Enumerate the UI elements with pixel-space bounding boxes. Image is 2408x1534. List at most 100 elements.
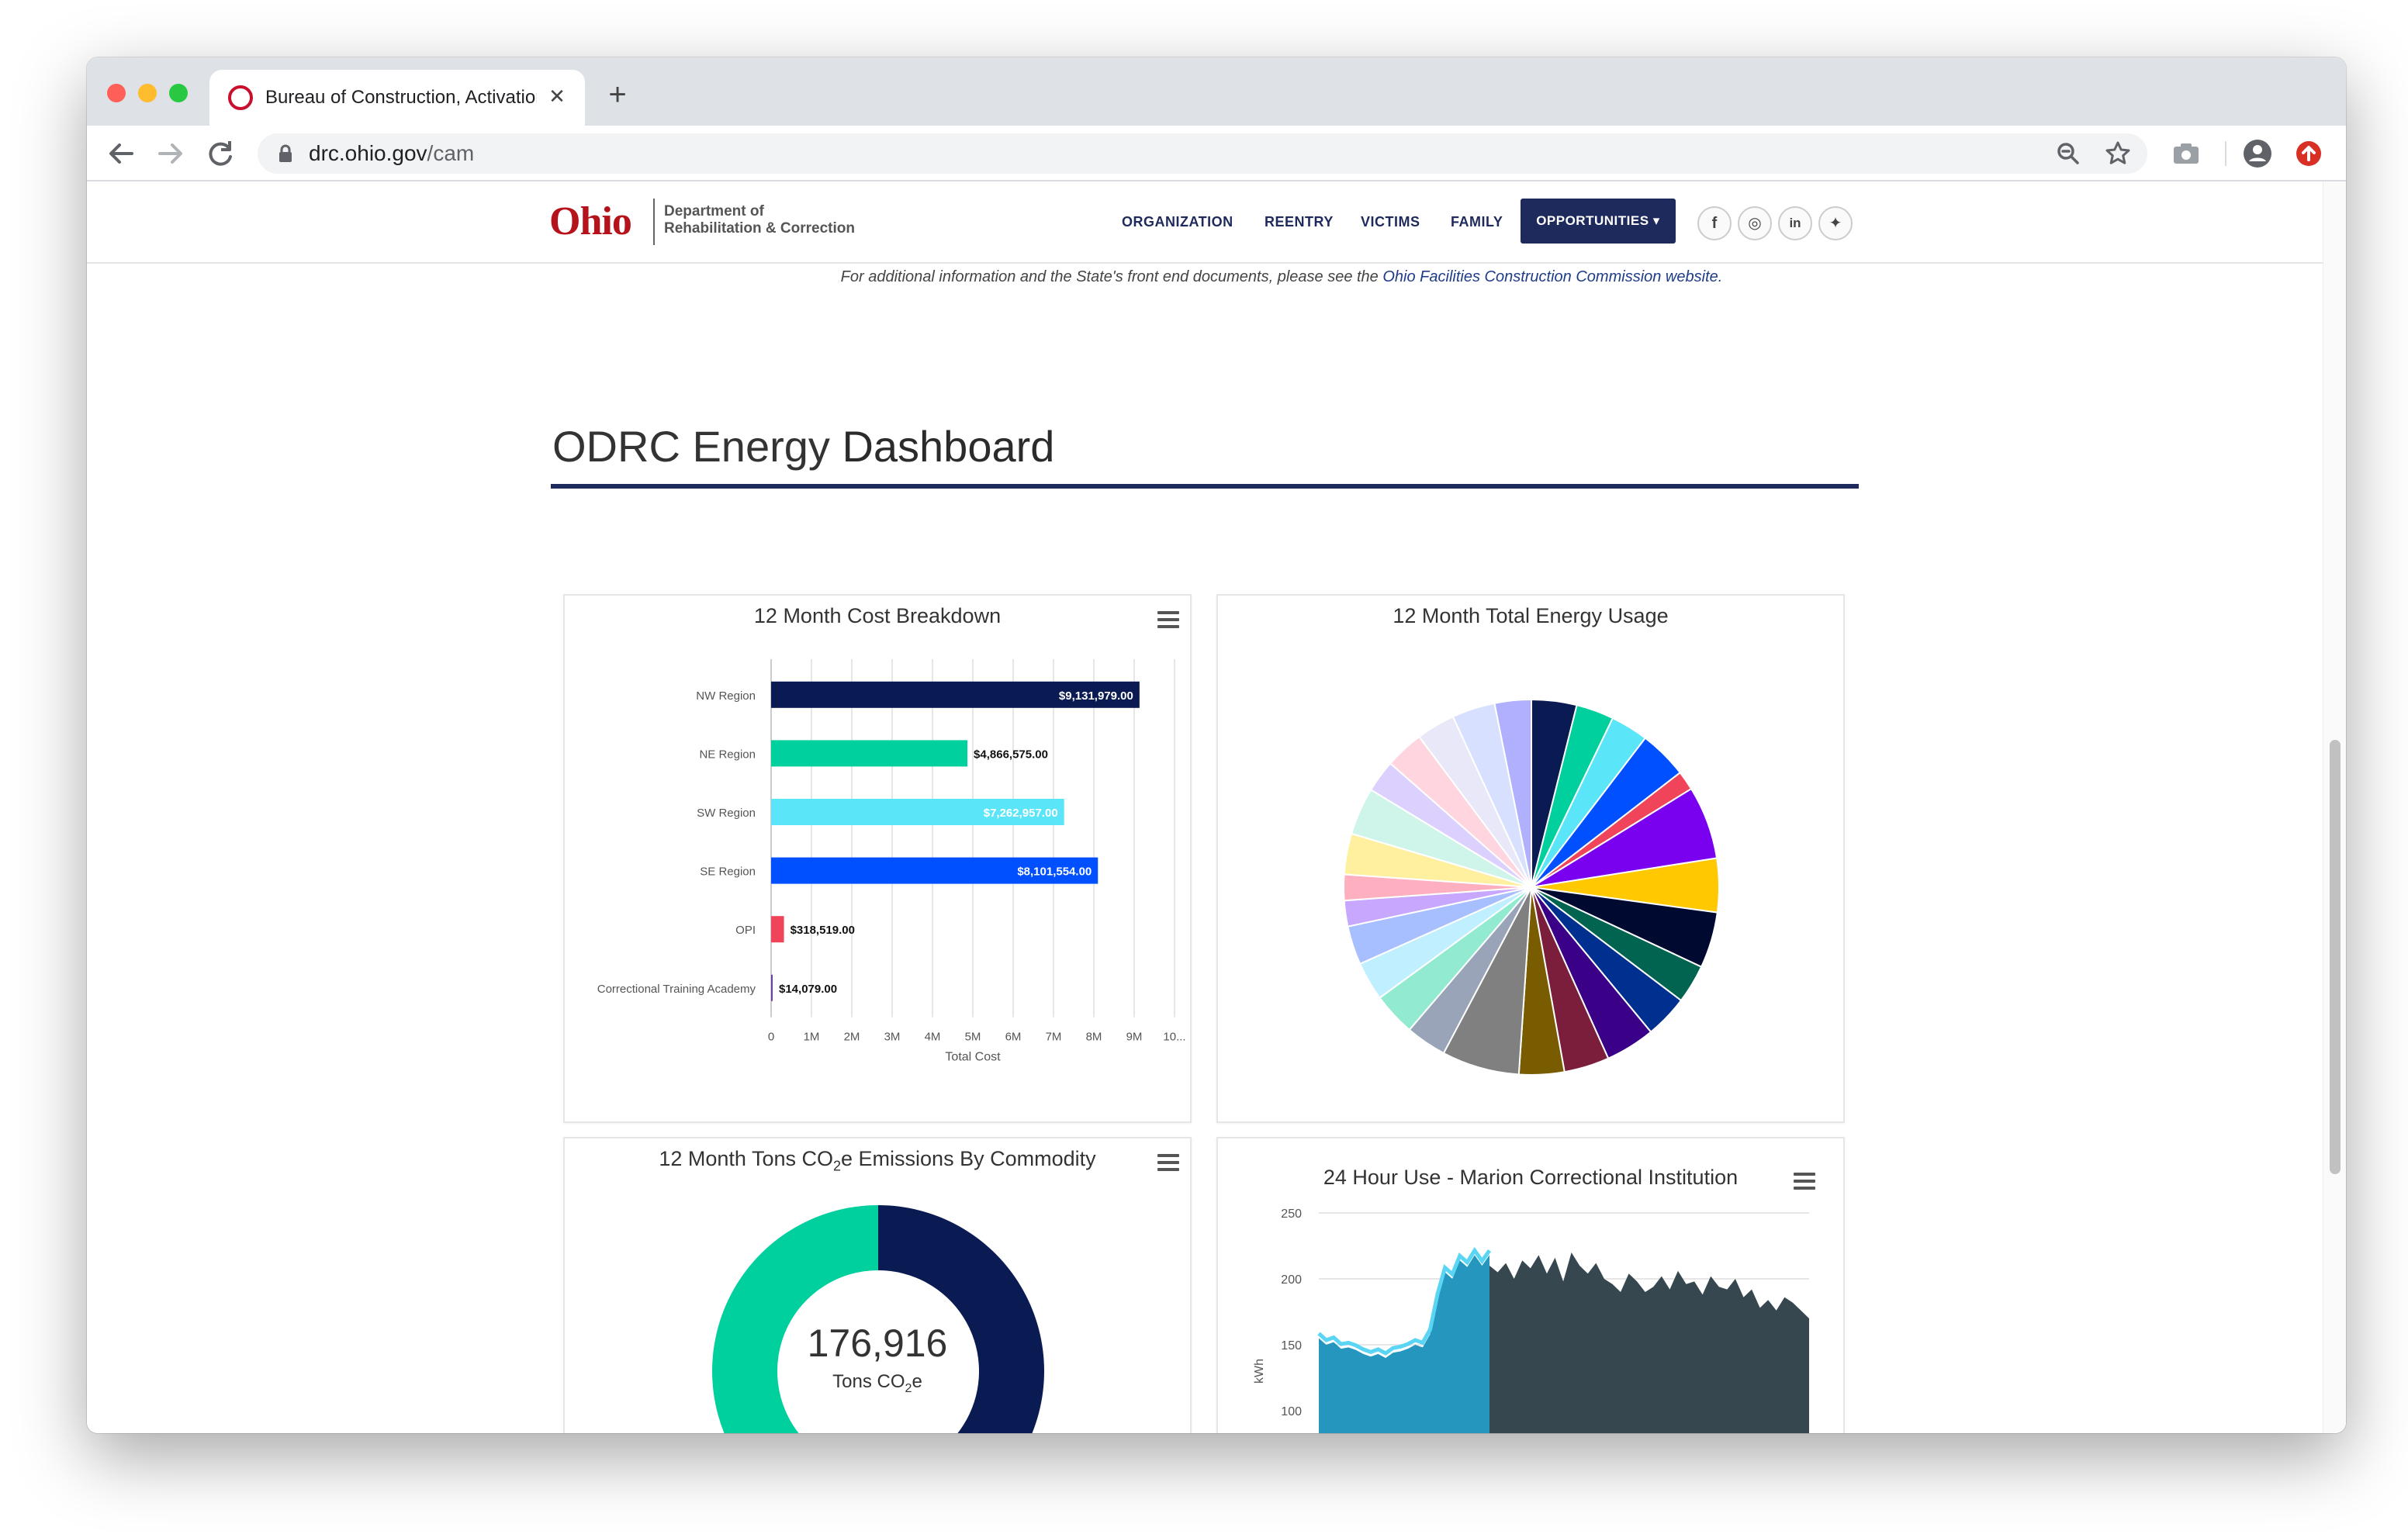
y-tick-label: 100 [1281,1405,1302,1418]
address-bar[interactable]: drc.ohio.gov/cam [258,133,2147,174]
x-tick-label: 5M [965,1031,981,1044]
tab-title: Bureau of Construction, Activation and M… [265,87,537,108]
x-tick-label: 7M [1046,1031,1062,1044]
emissions-total-label: Tons CO2e [832,1371,922,1395]
reload-icon[interactable] [202,135,239,172]
dashboard-title-light: ODRC Energy [552,422,830,471]
nav-opportunities-button[interactable]: OPPORTUNITIES ▾ [1521,199,1676,244]
cost-breakdown-card: 12 Month Cost Breakdown 0 1M 2M 3M 4M 5M 6M 7M 8… [563,594,1192,1123]
emissions-total-value: 176,916 [807,1322,948,1365]
toolbar-separator [2225,141,2226,166]
energy-usage-title: 12 Month Total Energy Usage [1393,604,1669,627]
facebook-icon[interactable]: f [1697,206,1732,240]
back-arrow-icon[interactable] [102,135,140,172]
y-tick-label: 250 [1281,1208,1302,1221]
tab-close-icon[interactable]: ✕ [548,85,566,108]
category-label: NW Region [696,689,756,703]
bookmark-star-icon[interactable] [2104,140,2132,168]
area-series-1-line [1317,1246,1492,1356]
instagram-icon[interactable]: ◎ [1738,206,1772,240]
energy-usage-pie-chart [1343,698,1720,1076]
area-series-2 [1489,1252,1809,1433]
bar [771,974,773,1001]
bar-data-label: $8,101,554.00 [1017,865,1092,879]
bar [771,799,1064,825]
cost-chart-menu-icon[interactable] [1157,611,1179,628]
hourly-use-card: 24 Hour Use - Marion Correctional Instit… [1216,1137,1845,1433]
x-tick-label: 10... [1163,1031,1185,1044]
x-tick-label: 0 [768,1031,774,1044]
camera-icon[interactable] [2169,136,2203,171]
x-tick-label: 8M [1086,1031,1102,1044]
browser-window: Bureau of Construction, Activation and M… [87,57,2346,1433]
bar [771,740,968,767]
lock-icon [279,144,292,162]
donut-segment [712,1205,878,1433]
x-tick-label: 1M [804,1031,820,1044]
x-tick-label: 3M [884,1031,901,1044]
bar-data-label: $318,519.00 [791,924,855,937]
tab-strip: Bureau of Construction, Activation and M… [87,57,2346,126]
cost-breakdown-title: 12 Month Cost Breakdown [753,604,1002,627]
maximize-window-button[interactable] [169,84,188,102]
new-tab-button[interactable]: + [608,78,627,112]
nav-organization[interactable]: ORGANIZATION [1122,214,1233,230]
browser-tab-active[interactable]: Bureau of Construction, Activation and M… [209,70,585,126]
emissions-donut-chart [712,1205,1044,1433]
logo-dept-line1: Department of [664,203,764,219]
info-text: For additional information and the State… [840,268,1379,285]
browser-toolbar: drc.ohio.gov/cam [87,126,2346,181]
bar-data-label: $9,131,979.00 [1059,689,1133,703]
dashboard-title: ODRC Energy Dashboard [552,422,1054,472]
bar-data-label: $14,079.00 [779,983,837,996]
bar-data-label: $7,262,957.00 [984,807,1058,820]
pie-slice [1493,698,1532,888]
dashboard-title-bold: Dashboard [842,422,1055,471]
ofcc-website-link[interactable]: Ohio Facilities Construction Commission … [1382,268,1723,285]
update-icon[interactable] [2292,136,2326,171]
energy-usage-card: 12 Month Total Energy Usage [1216,594,1845,1123]
bar [771,857,1098,884]
linkedin-icon[interactable]: in [1778,206,1812,240]
twitter-icon[interactable]: ✦ [1818,206,1853,240]
zoom-icon[interactable] [2054,140,2082,168]
bar [771,681,1140,708]
x-tick-label: 6M [1005,1031,1022,1044]
category-label: NE Region [699,748,756,761]
cost-breakdown-chart: 0 1M 2M 3M 4M 5M 6M 7M 8M 9M 10... Total Cost NW Reg… [597,659,1186,1064]
info-line: For additional information and the State… [87,268,2346,286]
profile-avatar-icon[interactable] [2240,136,2275,171]
y-tick-label: 150 [1281,1339,1302,1353]
logo-ohio-text: Ohio [549,199,632,244]
nav-family[interactable]: FAMILY [1451,214,1503,230]
y-axis-title: kWh [1253,1359,1266,1384]
close-window-button[interactable] [107,84,126,102]
nav-reentry[interactable]: REENTRY [1265,214,1334,230]
hourly-use-area-chart: 25020015010050kWh [1253,1208,1809,1433]
hourly-chart-menu-icon[interactable] [1794,1173,1815,1190]
logo-department-text: Department of Rehabilitation & Correctio… [664,203,855,237]
category-label: SE Region [700,865,756,879]
x-tick-label: 9M [1126,1031,1143,1044]
url-text: drc.ohio.gov/cam [309,141,475,165]
scrollbar-thumb[interactable] [2330,740,2341,1174]
bar-data-label: $4,866,575.00 [974,748,1048,761]
emissions-card: 12 Month Tons CO2e Emissions By Commodit… [563,1137,1192,1433]
page-viewport: Ohio Department of Rehabilitation & Corr… [87,181,2346,1433]
minimize-window-button[interactable] [138,84,157,102]
emissions-title: 12 Month Tons CO2e Emissions By Commodit… [659,1147,1096,1174]
ohio-favicon-icon [228,85,253,110]
logo-divider [653,199,655,245]
hourly-use-title: 24 Hour Use - Marion Correctional Instit… [1323,1166,1739,1189]
x-tick-label: 4M [925,1031,941,1044]
site-header: Ohio Department of Rehabilitation & Corr… [87,181,2323,264]
bar [771,916,784,943]
category-label: Correctional Training Academy [597,983,756,996]
dashboard-title-rule [551,484,1859,489]
nav-victims[interactable]: VICTIMS [1361,214,1420,230]
x-axis-title: Total Cost [945,1051,1001,1064]
logo-dept-line2: Rehabilitation & Correction [664,220,855,237]
emissions-chart-menu-icon[interactable] [1157,1154,1179,1171]
forward-arrow-icon[interactable] [152,135,189,172]
page-scrollbar[interactable] [2323,181,2346,1433]
